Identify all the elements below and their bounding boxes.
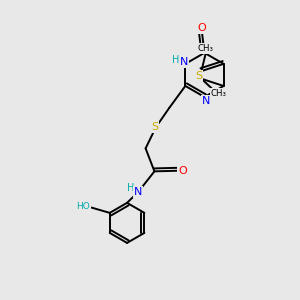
Text: CH₃: CH₃ bbox=[198, 44, 214, 53]
Text: S: S bbox=[151, 122, 158, 132]
Text: S: S bbox=[195, 71, 202, 81]
Text: HO: HO bbox=[76, 202, 90, 211]
Text: CH₃: CH₃ bbox=[210, 89, 226, 98]
Text: H: H bbox=[172, 55, 180, 65]
Text: N: N bbox=[202, 95, 210, 106]
Text: N: N bbox=[134, 187, 142, 197]
Text: H: H bbox=[127, 183, 135, 194]
Text: O: O bbox=[198, 23, 206, 33]
Text: N: N bbox=[180, 57, 188, 68]
Text: O: O bbox=[178, 166, 187, 176]
